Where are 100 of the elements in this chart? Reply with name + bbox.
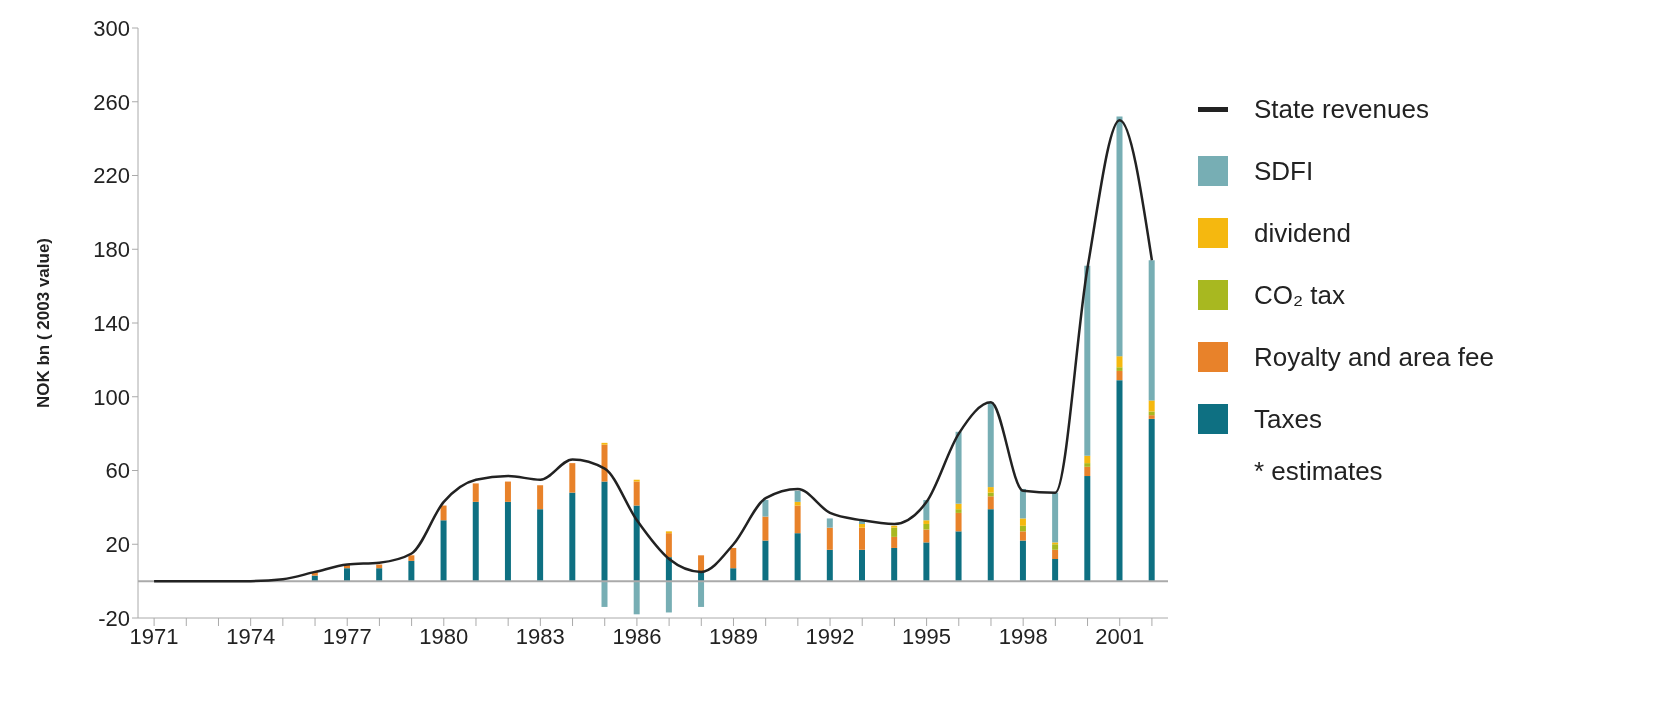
bar [955,509,962,513]
x-tick-label: 1986 [612,623,662,649]
bar [569,463,576,493]
bar [1019,540,1026,582]
bar [440,505,447,521]
bar [762,540,769,582]
x-tick-label: 1998 [998,623,1048,649]
bar [1084,455,1091,464]
bar [891,527,898,537]
bar [1116,370,1123,381]
y-tick-label: 60 [105,458,130,484]
bar [859,523,865,528]
bar [923,523,930,530]
bar [923,520,930,524]
bar [859,527,865,550]
bar [955,503,962,510]
bar [1052,559,1059,582]
bar [826,549,833,582]
bar [601,444,608,482]
bar [1052,549,1059,559]
bar [1148,400,1155,412]
bar [698,581,705,607]
y-tick-label: 300 [93,15,130,41]
y-tick-label: 180 [93,237,130,263]
bar [923,529,930,543]
bar [1019,525,1026,532]
legend-label: SDFI [1254,155,1314,187]
bar [923,542,930,582]
bar [1116,380,1123,582]
bar [1148,418,1155,582]
y-tick-label: 20 [105,532,130,558]
line-series [152,118,1154,583]
bar [762,500,769,517]
y-axis-title: NOK bn ( 2003 value) [34,237,54,409]
y-tick-label: 260 [93,89,130,115]
legend-label: State revenues [1254,93,1429,125]
bar [408,555,415,561]
bar [408,560,415,582]
bar [1084,265,1091,456]
bar [730,547,737,569]
bar [826,527,833,550]
bar [987,402,994,488]
x-tick-label: 1977 [322,623,372,649]
bar [1116,367,1123,371]
bar [665,581,672,613]
bar [504,501,511,582]
x-tick-label: 1971 [129,623,179,649]
bar [376,568,383,582]
legend-label: CO₂ tax [1254,279,1345,311]
y-tick-label: 100 [93,384,130,410]
bar [1084,466,1091,477]
bar [537,509,544,582]
bar [633,505,640,582]
bar [730,568,737,582]
bar [794,533,801,582]
bar [987,487,994,493]
y-tick-label: 220 [93,163,130,189]
bar [859,549,865,582]
bar [1116,356,1123,368]
bar [1084,476,1091,582]
bar [698,555,705,572]
bar [955,431,962,504]
bar [1019,488,1026,519]
x-tick-label: 1992 [805,623,855,649]
bar [955,531,962,582]
bar [891,547,898,582]
x-tick-label: 1983 [515,623,565,649]
bar [665,533,672,558]
x-tick-label: 1980 [419,623,469,649]
bar [440,520,447,582]
bar [504,481,511,502]
bar [1148,260,1155,401]
legend-label: dividend [1254,217,1351,249]
bar [891,536,898,548]
bar [601,581,608,607]
x-tick-label: 2001 [1095,623,1145,649]
x-tick-label: 1989 [708,623,758,649]
bar [794,501,801,506]
bar [955,512,962,532]
legend-label: Royalty and area fee [1254,341,1494,373]
y-tick-label: -20 [98,605,130,631]
bar [537,485,544,510]
bar [1148,415,1155,419]
x-tick-label: 1995 [902,623,952,649]
bar [1052,544,1059,550]
bar [1052,492,1059,543]
bar [987,496,994,510]
y-tick-label: 140 [93,310,130,336]
bar [1019,531,1026,541]
bar [1116,116,1123,357]
x-tick-label: 1974 [226,623,276,649]
bar [826,518,833,528]
bar [1019,518,1026,526]
bar [569,492,576,582]
bar [762,516,769,541]
bar [633,581,640,615]
bar [472,501,479,582]
bar [794,505,801,534]
bar [344,568,350,582]
bar [472,483,479,502]
